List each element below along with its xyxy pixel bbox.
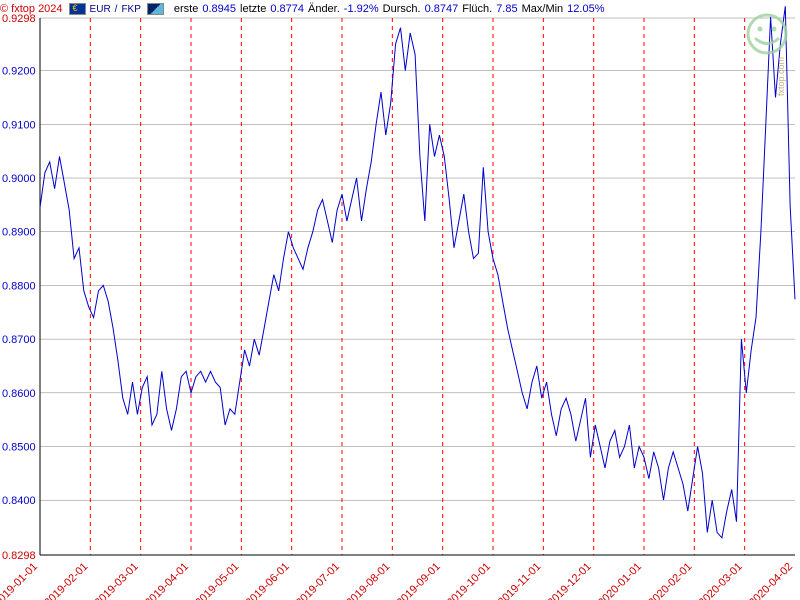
pair-quote: FKP	[121, 4, 140, 15]
x-tick-label: 2019-02-01	[42, 561, 90, 600]
x-tick-label: 2019-09-01	[395, 561, 443, 600]
value-fluech: 7.85	[496, 3, 517, 15]
x-tick-label: 2020-04-02	[747, 561, 795, 600]
value-aender: -1.92%	[344, 3, 379, 15]
x-tick-label: 2019-01-01	[0, 561, 40, 600]
y-tick-label: 0.9200	[2, 66, 36, 78]
value-maxmin: 12.05%	[567, 3, 604, 15]
label-letzte: letzte	[240, 3, 266, 15]
y-tick-label: 0.8600	[2, 388, 36, 400]
y-tick-label: 0.9000	[2, 173, 36, 185]
x-tick-label: 2019-03-01	[93, 561, 141, 600]
price-line	[40, 6, 795, 538]
flag-eur-icon	[69, 3, 86, 15]
x-tick-label: 2019-04-01	[143, 561, 191, 600]
watermark-text: fxtop.com	[776, 57, 786, 96]
x-tick-label: 2019-10-01	[445, 561, 493, 600]
value-dursch: 0.8747	[425, 3, 459, 15]
x-tick-label: 2019-11-01	[496, 561, 544, 600]
copyright-text: © fxtop 2024	[0, 3, 63, 15]
chart-header: © fxtop 2024 EUR / FKP erste 0.8945 letz…	[0, 1, 800, 17]
x-tick-label: 2019-07-01	[294, 561, 342, 600]
y-tick-label: 0.8298	[2, 550, 36, 562]
y-tick-label: 0.9100	[2, 119, 36, 131]
x-tick-label: 2020-03-01	[697, 561, 745, 600]
x-tick-label: 2020-02-01	[646, 561, 694, 600]
x-tick-label: 2019-08-01	[344, 561, 392, 600]
flag-fkp-icon	[147, 3, 164, 15]
label-dursch: Dursch.	[383, 3, 421, 15]
y-tick-label: 0.8500	[2, 442, 36, 454]
pair-base: EUR	[90, 4, 111, 15]
watermark-logo: fxtop.com	[742, 12, 792, 102]
y-tick-label: 0.8800	[2, 280, 36, 292]
y-tick-label: 0.8400	[2, 495, 36, 507]
label-erste: erste	[174, 3, 198, 15]
y-tick-label: 0.8900	[2, 227, 36, 239]
label-fluech: Flüch.	[462, 3, 492, 15]
x-tick-label: 2019-12-01	[546, 561, 594, 600]
y-tick-label: 0.8700	[2, 334, 36, 346]
label-maxmin: Max/Min	[522, 3, 564, 15]
pair-sep: /	[115, 4, 118, 15]
chart-canvas: 0.8298 0.8400 0.8500 0.8600 0.8700 0.8800 0.89…	[0, 0, 800, 600]
value-erste: 0.8945	[202, 3, 236, 15]
label-aender: Änder.	[308, 3, 340, 15]
x-tick-label: 2019-05-01	[193, 561, 241, 600]
x-tick-label: 2019-06-01	[244, 561, 292, 600]
x-tick-label: 2020-01-01	[596, 561, 644, 600]
value-letzte: 0.8774	[270, 3, 304, 15]
